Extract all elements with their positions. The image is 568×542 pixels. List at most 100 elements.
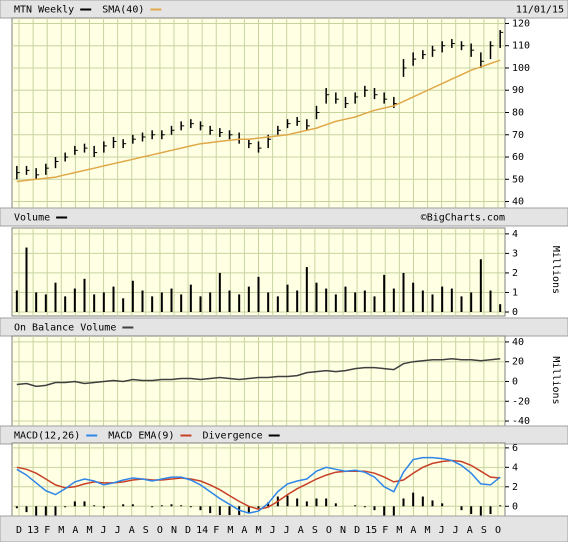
x-tick-label: 14	[196, 525, 208, 536]
histogram-bar	[122, 504, 125, 507]
x-tick-label: M	[58, 525, 64, 536]
histogram-bar	[44, 506, 47, 518]
x-tick-label: J	[453, 525, 459, 536]
bar	[25, 247, 28, 312]
bar	[450, 288, 453, 312]
histogram-bar	[373, 506, 376, 511]
bar	[170, 288, 173, 312]
bar	[73, 288, 76, 312]
histogram-bar	[93, 505, 96, 507]
x-tick-label: M	[255, 525, 261, 536]
bar	[470, 292, 473, 312]
histogram-bar	[15, 506, 18, 509]
y-tick-label: 120	[512, 18, 530, 29]
x-tick-label: A	[72, 525, 78, 536]
histogram-bar	[209, 506, 212, 514]
histogram-bar	[460, 506, 463, 511]
histogram-bar	[83, 501, 86, 507]
bar	[141, 290, 144, 312]
histogram-bar	[25, 506, 28, 513]
x-tick-label: A	[241, 525, 247, 536]
bar	[431, 294, 434, 312]
y-tick-label: 90	[512, 85, 524, 96]
histogram-bar	[247, 506, 250, 514]
bar	[122, 298, 125, 312]
bar	[83, 278, 86, 312]
histogram-bar	[363, 506, 366, 508]
histogram-bar	[354, 505, 357, 507]
x-tick-label: S	[312, 525, 318, 536]
x-axis-strip	[0, 515, 568, 542]
bar	[199, 296, 202, 312]
bar	[64, 296, 67, 312]
histogram-bar	[267, 502, 270, 507]
legend-label: Volume	[14, 213, 50, 224]
legend-label: On Balance Volume	[14, 323, 116, 334]
bar	[112, 286, 115, 312]
y-tick-label: 0	[512, 501, 518, 512]
bar	[131, 280, 134, 312]
x-tick-label: M	[86, 525, 92, 536]
histogram-bar	[441, 503, 444, 507]
bar	[247, 286, 250, 312]
histogram-bar	[499, 505, 502, 507]
bar	[102, 292, 105, 312]
y-tick-label: -40	[512, 416, 530, 427]
bar	[218, 272, 221, 312]
x-tick-label: M	[396, 525, 402, 536]
x-tick-label: J	[270, 525, 276, 536]
legend-label: MACD EMA(9)	[108, 431, 174, 442]
bar	[402, 272, 405, 312]
histogram-bar	[479, 506, 482, 519]
y-tick-label: 0	[512, 307, 518, 318]
histogram-bar	[151, 506, 154, 508]
y-tick-label: 40	[512, 197, 524, 208]
bar	[412, 282, 415, 312]
histogram-bar	[102, 506, 105, 509]
bar	[305, 267, 308, 312]
bar	[189, 284, 192, 312]
histogram-bar	[383, 506, 386, 516]
histogram-bar	[431, 500, 434, 507]
histogram-bar	[402, 498, 405, 507]
legend-label: Divergence	[202, 431, 262, 442]
histogram-bar	[296, 498, 299, 507]
x-tick-label: A	[410, 525, 416, 536]
y-tick-label: 1	[512, 287, 518, 298]
legend-label: MACD(12,26)	[14, 431, 80, 442]
legend-label: MTN Weekly	[14, 5, 74, 16]
histogram-bar	[325, 498, 328, 507]
x-tick-label: M	[425, 525, 431, 536]
x-tick-label: A	[467, 525, 473, 536]
histogram-bar	[131, 504, 134, 507]
x-tick-label: M	[227, 525, 233, 536]
histogram-bar	[315, 498, 318, 507]
bar	[286, 284, 289, 312]
x-tick-label: O	[326, 525, 332, 536]
y-tick-label: 70	[512, 130, 524, 141]
x-tick-label: 13	[27, 525, 39, 536]
x-tick-label: O	[157, 525, 163, 536]
bar	[180, 294, 183, 312]
bar	[238, 294, 241, 312]
x-tick-label: J	[439, 525, 445, 536]
histogram-bar	[199, 506, 202, 511]
bar	[44, 294, 47, 312]
bar	[228, 290, 231, 312]
x-tick-label: F	[382, 525, 388, 536]
bar	[383, 274, 386, 312]
line	[16, 59, 501, 183]
histogram-bar	[305, 501, 308, 507]
x-tick-label: D	[16, 525, 22, 536]
x-tick-label: O	[495, 525, 501, 536]
bar	[54, 282, 57, 312]
y-tick-label: 40	[512, 337, 524, 348]
bar	[460, 296, 463, 312]
x-tick-label: F	[44, 525, 50, 536]
histogram-bar	[489, 506, 492, 515]
x-tick-label: F	[213, 525, 219, 536]
x-tick-label: S	[143, 525, 149, 536]
y-tick-label: 4	[512, 462, 518, 473]
axis-unit: Millions	[550, 246, 561, 294]
histogram-bar	[286, 495, 289, 507]
